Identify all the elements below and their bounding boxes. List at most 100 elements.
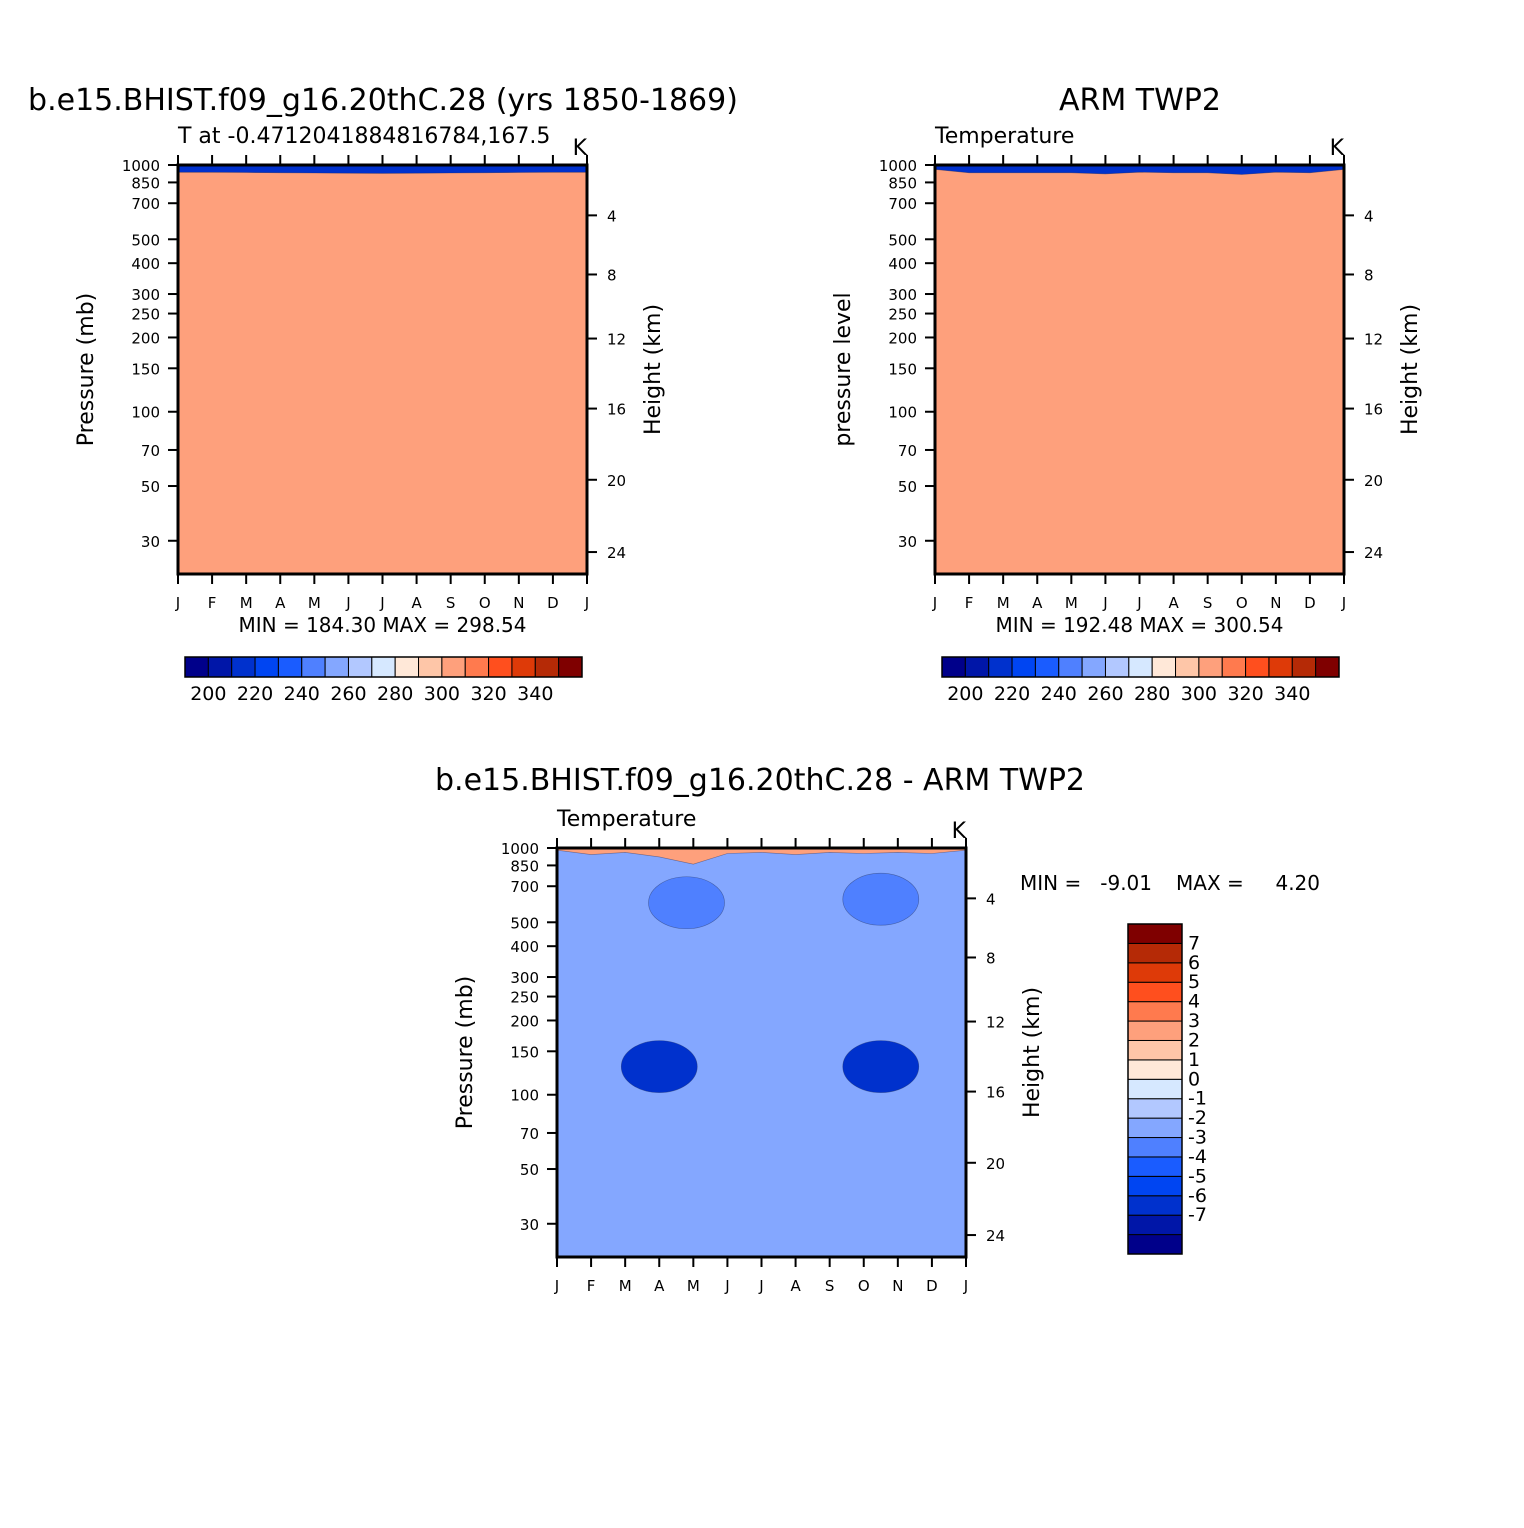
colorbar-swatch (1104, 656, 1130, 678)
panel-model: J F M A M J J A S O N D J 30 50 70 100 150 200 250 300 400 500… (28, 83, 738, 705)
y-tick-label: 70 (520, 1125, 539, 1143)
y-tick-label: 500 (888, 231, 917, 249)
colorbar-swatch (231, 656, 256, 678)
colorbar-tick-label: -3 (1188, 1127, 1207, 1149)
colorbar-swatch (441, 656, 466, 678)
y2-tick-label: 20 (986, 1155, 1005, 1173)
colorbar-swatch (1315, 656, 1340, 678)
x-tick-label: D (926, 1277, 938, 1295)
y2-tick-label: 20 (607, 472, 626, 490)
y-tick-label: 100 (888, 404, 917, 422)
colorbar-swatch (1127, 1001, 1183, 1022)
colorbar-swatch (941, 656, 966, 678)
y2-axis-label: Height (km) (1398, 304, 1423, 435)
colorbar-tick-label: 340 (1274, 683, 1310, 705)
x-tick-label: A (790, 1277, 801, 1295)
y-axis-label: Pressure (mb) (74, 293, 99, 447)
y-tick-label: 50 (898, 478, 917, 496)
colorbar-tick-label: 280 (1134, 683, 1170, 705)
colorbar-swatch (347, 656, 373, 678)
colorbar-tick-label: 340 (517, 683, 553, 705)
y-tick-label: 200 (888, 329, 917, 347)
colorbar-swatch (277, 656, 303, 678)
y-tick-label: 1000 (501, 840, 539, 858)
colorbar-swatch (418, 656, 443, 678)
y-tick-label: 400 (888, 255, 917, 273)
x-tick-label: D (1304, 594, 1316, 612)
chart-title: b.e15.BHIST.f09_g16.20thC.28 - ARM TWP2 (435, 763, 1085, 798)
x-tick-label: O (479, 594, 491, 612)
colorbar-tick-label: 260 (330, 683, 366, 705)
colorbar-frame (1127, 923, 1183, 1255)
colorbar-tick-label: 260 (1087, 683, 1123, 705)
x-tick-label: M (997, 594, 1010, 612)
y-tick-label: 400 (510, 938, 539, 956)
colorbar-tick-label: 220 (994, 683, 1030, 705)
colorbar-swatch (1127, 1156, 1183, 1177)
colorbar-tick-label: 240 (284, 683, 320, 705)
colorbar-tick-label: -2 (1188, 1107, 1207, 1129)
x-tick-label: J (1341, 594, 1346, 612)
y2-tick-label: 24 (607, 544, 626, 562)
colorbar-tick-label: 0 (1188, 1068, 1200, 1090)
colorbar-frame (184, 656, 583, 678)
colorbar-swatch (511, 656, 536, 678)
stats-min-value: -9.01 (1100, 871, 1152, 895)
x-tick-label: J (758, 1277, 763, 1295)
stats-max-label: MAX = (1176, 871, 1244, 895)
y-tick-label: 70 (898, 442, 917, 460)
x-tick-label: A (654, 1277, 665, 1295)
y-tick-label: 250 (510, 989, 539, 1007)
chart-title: ARM TWP2 (1059, 83, 1221, 118)
y-tick-label: 700 (131, 195, 160, 213)
x-tick-label: A (1032, 594, 1043, 612)
stats-label: MIN = 192.48 MAX = 300.54 (995, 613, 1283, 637)
y-tick-label: 150 (510, 1043, 539, 1061)
colorbar-swatch (558, 656, 583, 678)
colorbar-swatch (988, 656, 1013, 678)
y2-axis-label: Height (km) (1020, 987, 1045, 1118)
y-tick-label: 1000 (122, 157, 160, 175)
y2-tick-label: 20 (1364, 472, 1383, 490)
x-tick-label: S (825, 1277, 835, 1295)
y-tick-label: 100 (131, 404, 160, 422)
colorbar-tick-label: 3 (1188, 1010, 1200, 1032)
y2-tick-label: 8 (607, 266, 617, 284)
colorbar-swatch (1245, 656, 1270, 678)
colorbar-swatch (1127, 1020, 1183, 1041)
colorbar-swatch (1127, 1059, 1183, 1080)
colorbar-swatch (394, 656, 420, 678)
units-label: K (952, 819, 967, 844)
x-tick-label: A (275, 594, 286, 612)
colorbar-tick-label: 240 (1041, 683, 1077, 705)
chart-subtitle: T at -0.4712041884816784,167.5 (177, 124, 550, 149)
colorbar-swatch (1127, 1234, 1183, 1255)
colorbar-tick-label: 300 (424, 683, 460, 705)
y-tick-label: 250 (131, 306, 160, 324)
colorbar-swatch (964, 656, 990, 678)
y-tick-label: 500 (131, 231, 160, 249)
colorbar-swatch (1128, 656, 1153, 678)
contour-fill (178, 165, 587, 574)
colorbar-swatch (371, 656, 396, 678)
y-tick-label: 100 (510, 1087, 539, 1105)
y2-axis-label: Height (km) (641, 304, 666, 435)
contour-patch (842, 1040, 920, 1093)
y2-tick-label: 12 (607, 331, 626, 349)
y2-tick-label: 12 (1364, 331, 1383, 349)
y-tick-label: 30 (520, 1216, 539, 1234)
x-tick-label: O (858, 1277, 870, 1295)
colorbar-tick-label: 320 (470, 683, 506, 705)
x-tick-label: J (963, 1277, 968, 1295)
colorbar-swatch (254, 656, 279, 678)
units-label: K (573, 136, 588, 161)
y-tick-label: 500 (510, 914, 539, 932)
x-tick-label: A (411, 594, 422, 612)
colorbar-swatch (1127, 1195, 1183, 1216)
y-tick-label: 1000 (879, 157, 917, 175)
y-tick-label: 200 (510, 1012, 539, 1030)
y2-tick-label: 24 (1364, 544, 1383, 562)
x-tick-label: N (892, 1277, 903, 1295)
